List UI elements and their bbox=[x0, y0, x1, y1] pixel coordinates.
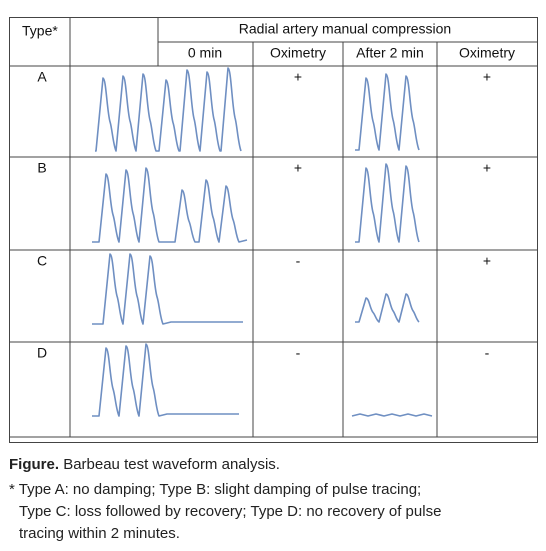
table-lines bbox=[9, 17, 537, 438]
waveform bbox=[92, 343, 239, 417]
waveform bbox=[92, 253, 243, 325]
oximetry-value: - bbox=[296, 345, 301, 361]
figure-table: Type* Radial artery manual compression 0… bbox=[9, 17, 538, 443]
waveform bbox=[355, 293, 420, 323]
row-type: A bbox=[37, 69, 47, 85]
oximetry-value: - bbox=[485, 345, 490, 361]
waveform bbox=[92, 167, 248, 243]
footnote-line: Type C: loss followed by recovery; Type … bbox=[19, 503, 442, 520]
waveform bbox=[355, 163, 420, 243]
caption: Figure. Barbeau test waveform analysis. bbox=[9, 456, 280, 473]
oximetry-value: + bbox=[294, 160, 302, 176]
oximetry-value: - bbox=[296, 253, 301, 269]
header-column: After 2 min bbox=[356, 45, 424, 61]
oximetry-value: + bbox=[483, 160, 491, 176]
header-column: Oximetry bbox=[459, 45, 515, 61]
oximetry-value: + bbox=[483, 253, 491, 269]
header-group: Radial artery manual compression bbox=[239, 21, 451, 37]
footnote-line: tracing within 2 minutes. bbox=[19, 525, 180, 542]
row-type: C bbox=[37, 253, 47, 269]
oximetry-value: + bbox=[483, 69, 491, 85]
waveforms bbox=[92, 67, 433, 417]
row-type: B bbox=[37, 160, 46, 176]
caption-title: Barbeau test waveform analysis. bbox=[63, 456, 280, 473]
header-column: Oximetry bbox=[270, 45, 326, 61]
row-type: D bbox=[37, 345, 47, 361]
oximetry-value: + bbox=[294, 69, 302, 85]
waveform bbox=[95, 67, 242, 152]
waveform bbox=[351, 413, 433, 417]
waveform bbox=[355, 73, 420, 151]
header-type: Type* bbox=[22, 23, 58, 39]
table-body: A + + B + + C - + D - - bbox=[37, 69, 491, 361]
table-frame bbox=[9, 17, 538, 443]
header-column: 0 min bbox=[188, 45, 222, 61]
footnote-line: * Type A: no damping; Type B: slight dam… bbox=[9, 481, 422, 498]
caption-label: Figure. bbox=[9, 456, 60, 473]
